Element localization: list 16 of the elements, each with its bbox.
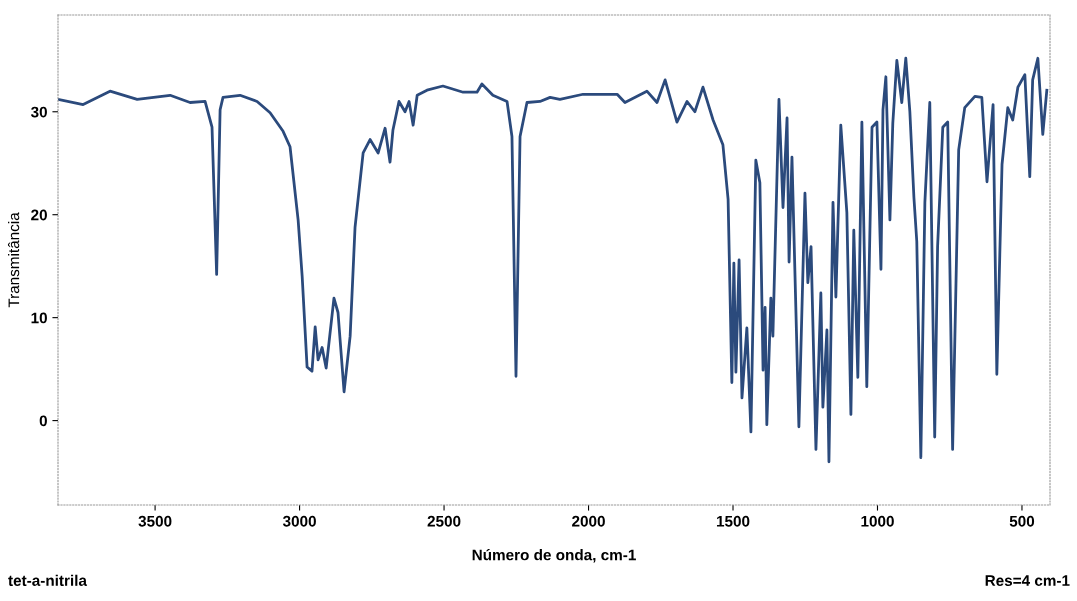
y-tick-label: 0 (39, 415, 47, 427)
text: Res=4 cm-1 (985, 575, 1070, 586)
y-tick-label: 20 (31, 209, 47, 221)
y-tick-label: 10 (31, 312, 47, 324)
x-tick-label: 1500 (716, 515, 750, 527)
x-tick-label: 3000 (282, 515, 316, 527)
y-axis-title: Transmitância (7, 212, 20, 308)
x-tick-label: 2000 (572, 515, 605, 527)
x-tick-label: 1000 (861, 515, 894, 527)
x-tick-label: 3500 (138, 515, 172, 527)
x-axis-title: Número de onda, cm-1 (472, 548, 636, 563)
x-tick-label: 500 (1009, 515, 1035, 527)
text: tet-a-nitrila (8, 574, 88, 586)
x-tick-label: 2500 (427, 515, 461, 527)
y-tick-label: 30 (30, 106, 47, 118)
line-series (58, 56, 1049, 464)
